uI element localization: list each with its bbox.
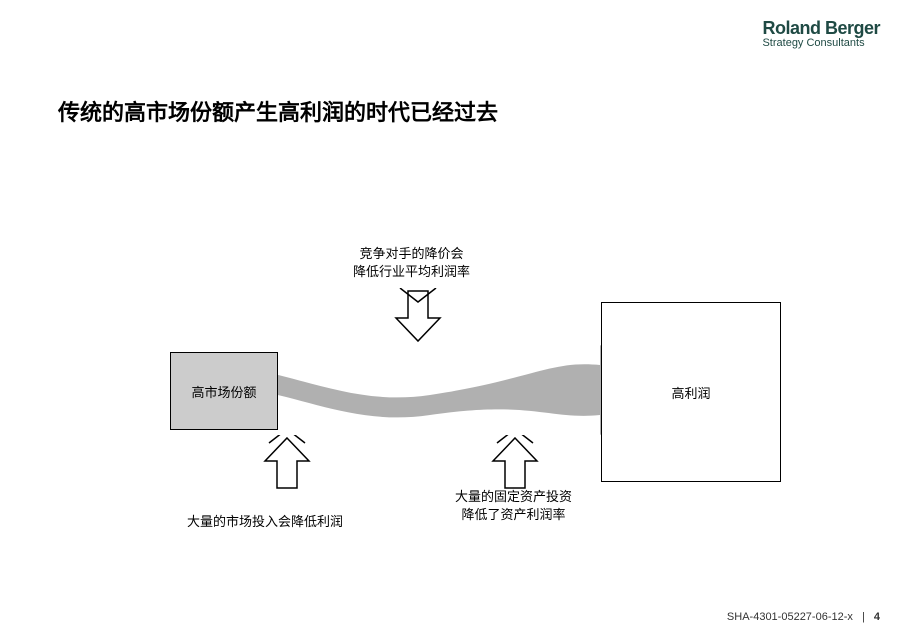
bottom-left-label: 大量的市场投入会降低利润 — [187, 513, 343, 531]
footer-page-number: 4 — [874, 611, 880, 623]
arrow-up-right-icon — [490, 435, 540, 491]
footer-separator: | — [862, 611, 865, 623]
left-box-label: 高市场份额 — [191, 382, 256, 401]
right-box: 高利润 — [601, 302, 781, 482]
right-box-label: 高利润 — [671, 383, 710, 402]
brand-logo: Roland Berger Strategy Consultants — [762, 18, 880, 49]
logo-main-text: Roland Berger — [762, 18, 880, 39]
top-label: 竞争对手的降价会 降低行业平均利润率 — [353, 245, 470, 281]
top-label-line1: 竞争对手的降价会 — [360, 246, 464, 261]
bottom-right-label-line1: 大量的固定资产投资 — [455, 489, 572, 504]
left-box: 高市场份额 — [170, 352, 278, 430]
arrow-up-left-icon — [262, 435, 312, 491]
logo-sub-text: Strategy Consultants — [762, 37, 880, 49]
footer-code: SHA-4301-05227-06-12-x — [727, 611, 853, 623]
bottom-right-label-line2: 降低了资产利润率 — [462, 507, 566, 522]
arrow-down-icon — [393, 288, 443, 344]
bottom-right-label: 大量的固定资产投资 降低了资产利润率 — [455, 488, 572, 524]
bottom-left-label-line1: 大量的市场投入会降低利润 — [187, 514, 343, 529]
slide-footer: SHA-4301-05227-06-12-x | 4 — [727, 611, 880, 623]
slide-title: 传统的高市场份额产生高利润的时代已经过去 — [58, 95, 498, 127]
top-label-line2: 降低行业平均利润率 — [353, 264, 470, 279]
flow-diagram: 高市场份额 高利润 竞争对手的降价会 降低行业平均利润率 大量的市场投入会降低利… — [0, 270, 920, 530]
